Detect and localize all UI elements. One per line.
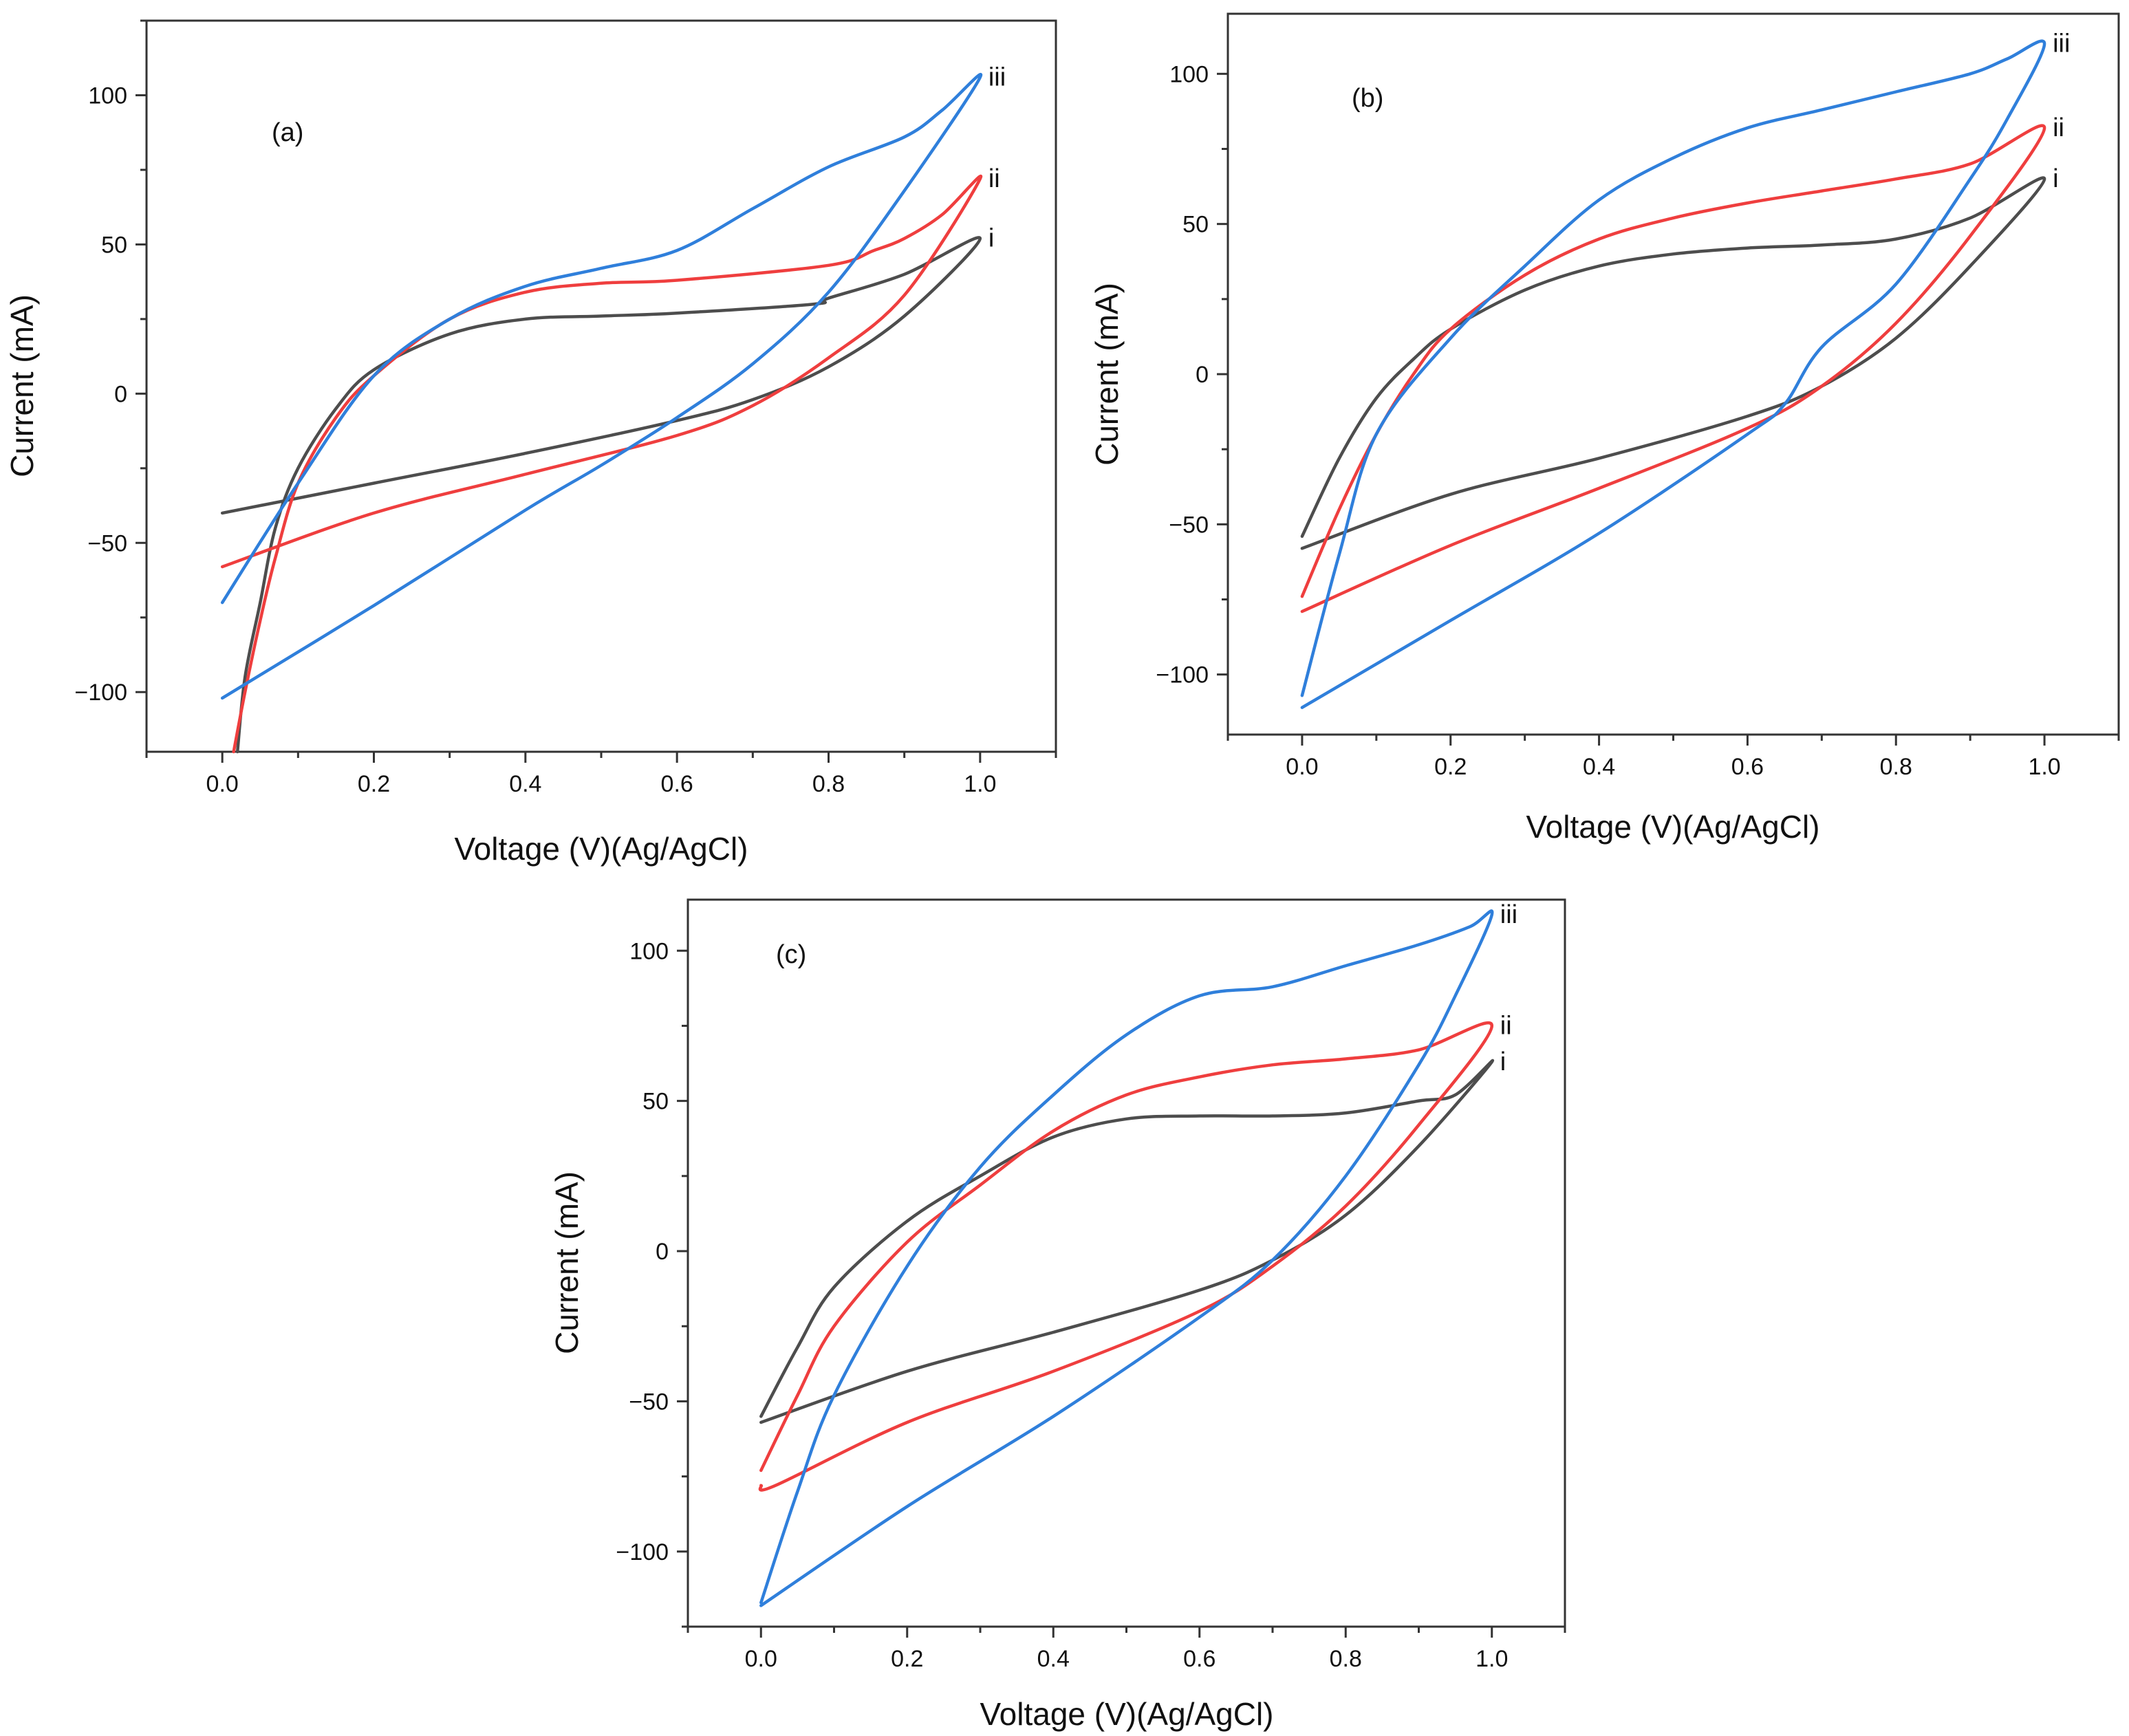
panel-b-y-tick-label: 100	[1169, 61, 1209, 87]
panel-c-y-tick-label: −50	[629, 1389, 669, 1415]
panel-c-x-tick-label: 0.4	[1037, 1646, 1070, 1672]
panel-c-curve-label-iii: iii	[1500, 900, 1517, 929]
panel-b-y-tick-label: 50	[1182, 212, 1209, 238]
panel-b-label: (b)	[1352, 84, 1383, 113]
panel-c-y-tick-label: 50	[642, 1089, 669, 1115]
panel-b-series-iii-line	[1300, 39, 2046, 709]
panel-a-y-tick-label: 100	[88, 83, 127, 109]
panel-a-label: (a)	[272, 118, 303, 147]
panel-c-series-ii-line	[758, 1021, 1494, 1492]
panel-b-x-tick-label: 0.6	[1731, 754, 1764, 780]
panel-a-y-tick-label: −100	[74, 680, 127, 706]
panel-a-x-tick-label: 0.4	[509, 771, 541, 797]
panel-c-label: (c)	[776, 940, 806, 969]
panel-b-x-tick-label: 0.8	[1880, 754, 1912, 780]
panel-a-y-tick-label: 50	[101, 232, 127, 258]
panel-b-y-tick-label: −100	[1156, 662, 1209, 688]
panel-b-series-i-line	[1300, 176, 2046, 550]
panel-a-x-tick-label: 0.6	[661, 771, 693, 797]
panel-b-x-tick-label: 0.2	[1434, 754, 1467, 780]
panel-c-x-tick-label: 0.6	[1183, 1646, 1215, 1672]
panel-c-y-tick-label: 100	[629, 938, 669, 964]
panel-b-x-tick-label: 0.4	[1583, 754, 1615, 780]
panel-b-x-axis-title: Voltage (V)(Ag/AgCl)	[1526, 809, 1820, 845]
panel-b-y-tick-label: 0	[1196, 362, 1209, 388]
panel-b-curve-label-i: i	[2053, 164, 2058, 193]
panel-c-y-axis-title: Current (mA)	[549, 1171, 585, 1354]
panel-c-curve-label-i: i	[1500, 1048, 1506, 1076]
panel-b-y-tick-label: −50	[1169, 512, 1209, 538]
panel-a-x-axis-title: Voltage (V)(Ag/AgCl)	[455, 831, 748, 867]
panel-a-curve-label-ii: ii	[988, 164, 1000, 193]
panel-a-x-tick-label: 0.2	[358, 771, 390, 797]
panel-c-series-i-line	[759, 1059, 1495, 1424]
panel-a-y-tick-label: 0	[114, 381, 127, 407]
panel-c-y-tick-label: 0	[656, 1239, 669, 1265]
panel-b-series-ii-line	[1300, 124, 2046, 614]
panel-c-y-tick-label: −100	[616, 1539, 669, 1565]
panel-c-x-axis-title: Voltage (V)(Ag/AgCl)	[980, 1696, 1274, 1732]
panel-a-x-tick-label: 1.0	[964, 771, 996, 797]
panel-c-x-tick-label: 0.0	[745, 1646, 777, 1672]
panel-b-x-tick-label: 1.0	[2028, 754, 2060, 780]
panel-a-x-tick-label: 0.0	[206, 771, 239, 797]
panel-b-x-tick-label: 0.0	[1286, 754, 1318, 780]
panel-c-x-tick-label: 0.2	[891, 1646, 923, 1672]
panel-c-series-iii-line	[759, 909, 1494, 1607]
panel-c-x-tick-label: 1.0	[1476, 1646, 1508, 1672]
panel-c-curve-label-ii: ii	[1500, 1011, 1512, 1040]
panel-b-y-axis-title: Current (mA)	[1089, 283, 1125, 466]
panel-a-curve-label-i: i	[988, 224, 994, 253]
panel-a-y-tick-label: −50	[87, 530, 127, 556]
panel-a-series-iii-line	[220, 73, 983, 700]
panel-a-y-axis-title: Current (mA)	[4, 294, 40, 477]
panel-b-curve-label-iii: iii	[2053, 30, 2070, 58]
panel-a-curve-label-iii: iii	[988, 63, 1006, 91]
panel-c-x-tick-label: 0.8	[1330, 1646, 1362, 1672]
panel-a-series-i-line	[220, 236, 982, 754]
panel-b-curve-label-ii: ii	[2053, 113, 2064, 142]
panel-a-x-tick-label: 0.8	[812, 771, 845, 797]
